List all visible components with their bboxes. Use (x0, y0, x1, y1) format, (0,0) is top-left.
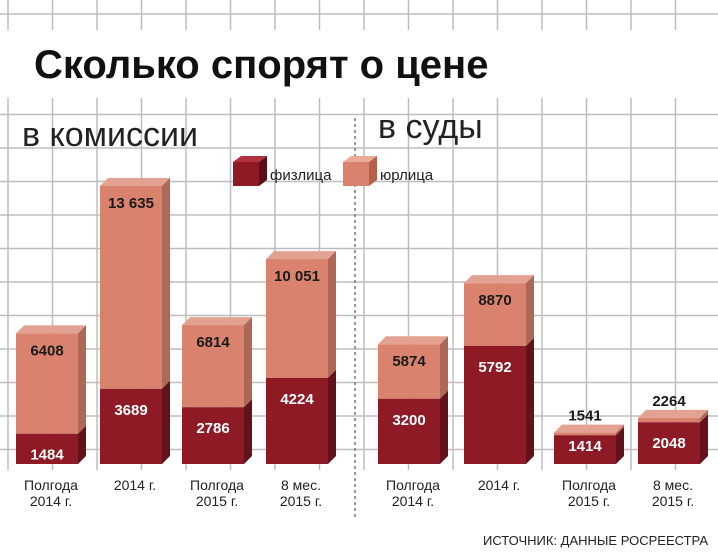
bar-side-legal (440, 336, 448, 399)
bar-top-face (16, 325, 86, 334)
legend-label-physical: физлица (270, 167, 332, 184)
bar-side-physical (162, 380, 170, 464)
category-label: 2015 г. (652, 493, 694, 509)
value-label-legal: 13 635 (108, 195, 154, 212)
bar-physical (638, 422, 700, 464)
bar-side-legal (244, 317, 252, 408)
bar-side-physical (244, 399, 252, 464)
value-label-physical: 3689 (114, 402, 147, 419)
bar-physical (554, 435, 616, 464)
bar-side-physical (78, 425, 86, 464)
panel-label-commission: в комиссии (22, 116, 198, 154)
bar-side-legal (328, 251, 336, 378)
bar-side-legal (616, 424, 624, 436)
bar-legal (464, 283, 526, 346)
value-label-physical: 4224 (280, 391, 314, 408)
value-label-legal: 6814 (196, 334, 230, 351)
legend: физлица юрлица (233, 156, 434, 186)
legend-label-legal: юрлица (380, 167, 434, 184)
value-label-legal: 10 051 (274, 268, 320, 285)
value-label-physical: 3200 (392, 412, 425, 429)
legend-swatch-legal-top (343, 156, 377, 162)
value-label-legal: 8870 (478, 292, 511, 309)
value-label-physical: 2048 (652, 435, 685, 452)
category-label: 8 мес. (653, 477, 693, 493)
legend-item-legal: юрлица (343, 156, 434, 186)
bar-top-face (100, 178, 170, 186)
category-label: 2014 г. (478, 477, 520, 493)
bar-side-legal (700, 409, 708, 423)
bar-side-physical (328, 369, 336, 464)
value-label-legal: 5874 (392, 353, 426, 370)
category-label: Полгода (386, 477, 440, 493)
bar-legal (16, 333, 78, 434)
category-label: 2014 г. (392, 493, 434, 509)
bar-side-legal (526, 275, 534, 346)
legend-item-physical: физлица (233, 156, 332, 186)
bar-top-face (266, 251, 336, 260)
category-label: 2015 г. (280, 493, 322, 509)
bar-top-face (638, 409, 708, 418)
category-label: 2014 г. (114, 477, 156, 493)
category-label: 2015 г. (568, 493, 610, 509)
bar-side-physical (526, 337, 534, 464)
bar-legal (266, 259, 328, 378)
bar-physical (266, 377, 328, 464)
bar-top-face (554, 424, 624, 433)
category-label: 2014 г. (30, 493, 72, 509)
legend-swatch-physical-top (233, 156, 267, 162)
bar-legal (182, 325, 244, 408)
category-label: Полгода (190, 477, 244, 493)
value-label-legal: 2264 (652, 393, 686, 410)
category-label: 2015 г. (196, 493, 238, 509)
category-label: 8 мес. (281, 477, 321, 493)
legend-swatch-physical (233, 162, 259, 186)
bar-side-physical (700, 414, 708, 464)
value-label-legal: 1541 (568, 408, 601, 425)
bar-side-legal (162, 178, 170, 389)
bar-legal (378, 344, 440, 399)
title-banner: Сколько спорят о цене (0, 30, 718, 98)
value-label-physical: 1484 (30, 447, 64, 464)
value-label-physical: 1414 (568, 438, 602, 455)
bar-side-physical (616, 427, 624, 464)
value-label-physical: 2786 (196, 420, 229, 437)
bar-legal (638, 417, 700, 423)
bars-layer (16, 178, 708, 464)
bar-top-face (182, 317, 252, 326)
bar-legal (100, 186, 162, 389)
legend-swatch-physical-side (259, 156, 267, 186)
bar-physical (182, 407, 244, 464)
bar-physical (378, 398, 440, 464)
bar-physical (100, 388, 162, 464)
bar-side-physical (440, 390, 448, 464)
chart-title: Сколько спорят о цене (34, 43, 488, 87)
source-note: ИСТОЧНИК: ДАННЫЕ РОСРЕЕСТРА (483, 533, 708, 548)
legend-swatch-legal-side (369, 156, 377, 186)
category-label: Полгода (24, 477, 78, 493)
bar-physical (16, 433, 78, 464)
value-label-legal: 6408 (30, 342, 63, 359)
category-label: Полгода (562, 477, 616, 493)
legend-swatch-legal (343, 162, 369, 186)
bar-side-legal (78, 325, 86, 434)
panel-label-courts: в суды (378, 108, 483, 146)
bar-top-face (378, 336, 448, 345)
bar-legal (554, 432, 616, 436)
bar-top-face (464, 275, 534, 284)
value-label-physical: 5792 (478, 359, 511, 376)
bar-physical (464, 345, 526, 464)
